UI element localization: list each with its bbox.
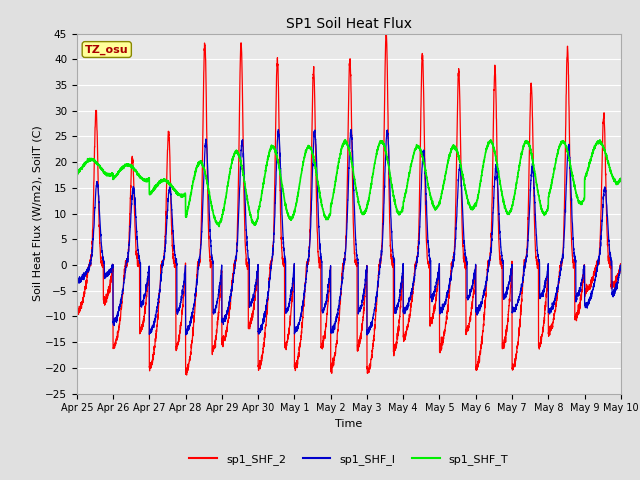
sp1_SHF_T <box>617 177 625 183</box>
sp1_SHF_l <box>502 294 509 300</box>
sp1_SHF_T <box>171 186 179 192</box>
Legend: sp1_SHF_2, sp1_SHF_l, sp1_SHF_T: sp1_SHF_2, sp1_SHF_l, sp1_SHF_T <box>185 450 513 469</box>
sp1_SHF_2 <box>171 263 179 268</box>
sp1_SHF_T <box>616 178 624 183</box>
sp1_SHF_l <box>171 248 179 253</box>
sp1_SHF_T <box>487 137 495 143</box>
Line: sp1_SHF_T: sp1_SHF_T <box>77 140 621 227</box>
sp1_SHF_l <box>616 267 624 273</box>
sp1_SHF_l <box>347 127 355 132</box>
sp1_SHF_2 <box>329 361 337 367</box>
sp1_SHF_T <box>215 224 223 229</box>
sp1_SHF_T <box>502 207 509 213</box>
sp1_SHF_2 <box>502 339 509 345</box>
sp1_SHF_T <box>471 204 479 209</box>
sp1_SHF_2 <box>73 307 81 313</box>
Text: TZ_osu: TZ_osu <box>85 44 129 55</box>
sp1_SHF_2 <box>471 275 479 281</box>
X-axis label: Time: Time <box>335 419 362 429</box>
Line: sp1_SHF_2: sp1_SHF_2 <box>77 31 621 375</box>
sp1_SHF_l <box>328 329 336 335</box>
sp1_SHF_l <box>364 332 371 338</box>
sp1_SHF_T <box>329 195 337 201</box>
sp1_SHF_T <box>73 169 81 175</box>
sp1_SHF_2 <box>382 28 390 34</box>
sp1_SHF_l <box>441 301 449 307</box>
sp1_SHF_2 <box>441 327 449 333</box>
sp1_SHF_l <box>471 269 479 275</box>
sp1_SHF_T <box>441 176 449 182</box>
sp1_SHF_l <box>617 263 625 269</box>
Line: sp1_SHF_l: sp1_SHF_l <box>77 130 621 335</box>
Title: SP1 Soil Heat Flux: SP1 Soil Heat Flux <box>286 17 412 31</box>
sp1_SHF_2 <box>183 372 191 378</box>
Y-axis label: Soil Heat Flux (W/m2), SoilT (C): Soil Heat Flux (W/m2), SoilT (C) <box>32 126 42 301</box>
sp1_SHF_2 <box>616 262 624 268</box>
sp1_SHF_l <box>73 277 81 283</box>
sp1_SHF_2 <box>617 263 625 269</box>
